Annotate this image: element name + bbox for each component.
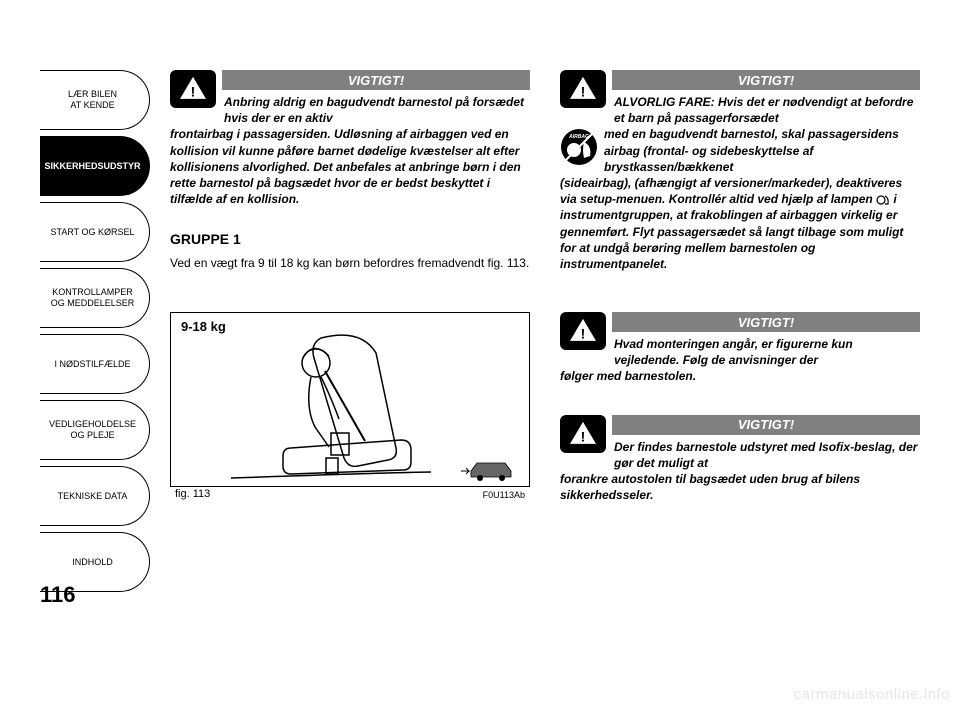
warning-text-lead: Der findes barnestole udstyret med Isofi…	[560, 439, 920, 471]
tab-safety-equipment[interactable]: SIKKERHEDSUDSTYR	[40, 136, 150, 196]
tab-warning-lights[interactable]: KONTROLLAMPEROG MEDDELELSER	[40, 268, 150, 328]
body-text-group1: Ved en vægt fra 9 til 18 kg kan børn bef…	[170, 255, 530, 271]
right-column: VIGTIGT! ALVORLIG FARE: Hvis det er nødv…	[560, 70, 920, 527]
sidebar-tabs: LÆR BILENAT KENDE SIKKERHEDSUDSTYR START…	[40, 70, 150, 598]
watermark: carmanualsonline.info	[794, 686, 950, 703]
warning-box-isofix: VIGTIGT! Der findes barnestole udstyret …	[560, 415, 920, 504]
warning-text-mid: med en bagudvendt barnestol, skal passag…	[604, 127, 899, 173]
left-column: VIGTIGT! Anbring aldrig en bagudvendt ba…	[170, 70, 530, 527]
tab-emergency[interactable]: I NØDSTILFÆLDE	[40, 334, 150, 394]
warning-box-serious-danger: VIGTIGT! ALVORLIG FARE: Hvis det er nødv…	[560, 70, 920, 272]
tab-technical-data[interactable]: TEKNISKE DATA	[40, 466, 150, 526]
warning-body: Anbring aldrig en bagudvendt barnestol p…	[170, 94, 530, 207]
tab-learn-car[interactable]: LÆR BILENAT KENDE	[40, 70, 150, 130]
figure-caption: fig. 113	[175, 488, 210, 500]
warning-triangle-icon	[170, 70, 216, 108]
warning-body: Hvad monteringen angår, er figurerne kun…	[560, 336, 920, 385]
tab-start-driving[interactable]: START OG KØRSEL	[40, 202, 150, 262]
warning-text-rest: frontairbag i passagersiden. Udløsning a…	[170, 126, 530, 207]
warning-text-rest-a: (sideairbag), (afhængigt af versioner/ma…	[560, 176, 902, 206]
warning-title: VIGTIGT!	[222, 70, 530, 90]
warning-text-rest: følger med barnestolen.	[560, 368, 920, 384]
figure-child-seat: 9-18 kg	[170, 312, 530, 487]
warning-title: VIGTIGT!	[612, 70, 920, 90]
warning-title: VIGTIGT!	[612, 312, 920, 332]
airbag-off-icon: AIRBAG	[560, 128, 598, 166]
tab-maintenance[interactable]: VEDLIGEHOLDELSEOG PLEJE	[40, 400, 150, 460]
page-number: 116	[40, 582, 76, 608]
figure-code: F0U113Ab	[483, 490, 525, 500]
manual-page: LÆR BILENAT KENDE SIKKERHEDSUDSTYR START…	[40, 70, 920, 670]
warning-text-lead: Hvad monteringen angår, er figurerne kun…	[560, 336, 920, 368]
warning-box-rear-facing: VIGTIGT! Anbring aldrig en bagudvendt ba…	[170, 70, 530, 207]
warning-triangle-icon	[560, 312, 606, 350]
content-area: VIGTIGT! Anbring aldrig en bagudvendt ba…	[170, 70, 920, 527]
section-heading-group1: GRUPPE 1	[170, 231, 530, 247]
warning-text-lead: ALVORLIG FARE: Hvis det er nødvendigt at…	[560, 94, 920, 126]
warning-text-rest: AIRBAG med en bagudvendt barnestol, skal…	[560, 126, 920, 272]
warning-triangle-icon	[560, 415, 606, 453]
warning-box-mounting: VIGTIGT! Hvad monteringen angår, er figu…	[560, 312, 920, 385]
warning-body: Der findes barnestole udstyret med Isofi…	[560, 439, 920, 504]
warning-text-lead: Anbring aldrig en bagudvendt barnestol p…	[170, 94, 530, 126]
warning-triangle-icon	[560, 70, 606, 108]
warning-title: VIGTIGT!	[612, 415, 920, 435]
child-seat-illustration	[171, 313, 531, 488]
warning-body: ALVORLIG FARE: Hvis det er nødvendigt at…	[560, 94, 920, 272]
warning-text-rest: forankre autostolen til bagsædet uden br…	[560, 471, 920, 503]
passenger-airbag-lamp-icon	[876, 194, 890, 206]
